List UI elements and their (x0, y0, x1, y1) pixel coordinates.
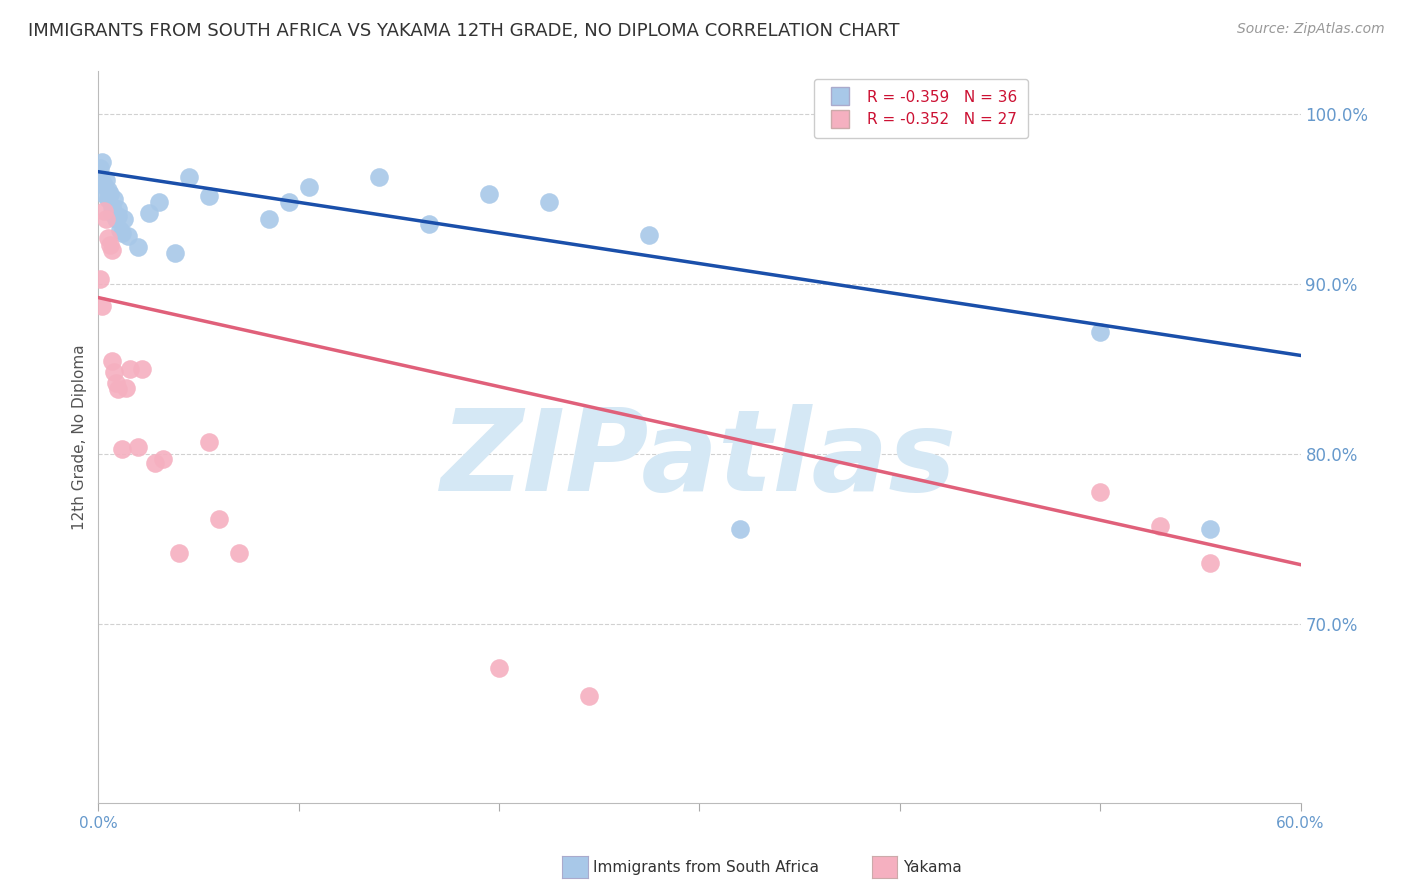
Legend: R = -0.359   N = 36, R = -0.352   N = 27: R = -0.359 N = 36, R = -0.352 N = 27 (814, 79, 1028, 138)
Point (117, 229, 139, 244)
Point (101, 243, 124, 257)
Point (107, 383, 129, 397)
Point (110, 222, 132, 236)
Point (177, 169, 200, 184)
Point (96, 173, 118, 187)
Point (131, 362, 153, 376)
Point (148, 195, 170, 210)
Point (1199, 556, 1222, 570)
Point (100, 238, 122, 252)
Point (91, 299, 114, 313)
Point (128, 239, 150, 253)
Point (418, 218, 440, 232)
Point (228, 546, 250, 560)
Y-axis label: 12th Grade, No Diploma: 12th Grade, No Diploma (72, 344, 87, 530)
Point (197, 435, 219, 450)
Point (257, 212, 280, 227)
Point (103, 192, 125, 206)
Point (107, 202, 129, 216)
Point (638, 227, 661, 242)
Point (152, 452, 174, 467)
Point (197, 188, 219, 202)
Point (163, 246, 186, 260)
Point (120, 362, 142, 376)
Point (111, 226, 134, 240)
Point (138, 205, 160, 219)
Point (111, 442, 134, 456)
Text: ZIPatlas: ZIPatlas (441, 403, 957, 515)
Point (368, 169, 391, 184)
Point (167, 546, 190, 560)
Point (97, 231, 120, 245)
Text: Immigrants from South Africa: Immigrants from South Africa (593, 860, 820, 874)
Text: Yakama: Yakama (903, 860, 962, 874)
Point (488, 661, 510, 675)
Point (93, 178, 115, 193)
Point (298, 180, 321, 194)
Point (91, 175, 114, 189)
Point (97, 192, 120, 206)
Point (101, 205, 124, 219)
Point (478, 186, 501, 201)
Point (277, 195, 299, 210)
Text: IMMIGRANTS FROM SOUTH AFRICA VS YAKAMA 12TH GRADE, NO DIPLOMA CORRELATION CHART: IMMIGRANTS FROM SOUTH AFRICA VS YAKAMA 1… (28, 22, 900, 40)
Point (1088, 325, 1111, 339)
Point (114, 212, 136, 227)
Point (105, 212, 128, 227)
Point (93, 186, 115, 201)
Point (96, 212, 118, 227)
Point (143, 456, 166, 470)
Point (578, 689, 600, 703)
Point (89, 272, 111, 286)
Point (89, 161, 111, 176)
Point (1199, 522, 1222, 536)
Point (103, 366, 125, 380)
Point (93, 203, 115, 218)
Point (128, 440, 150, 454)
Point (538, 195, 561, 210)
Point (107, 209, 129, 223)
Point (728, 522, 751, 536)
Point (208, 512, 231, 526)
Point (1149, 518, 1171, 533)
Point (115, 381, 138, 395)
Point (97, 183, 120, 197)
Point (1088, 484, 1111, 499)
Point (105, 376, 128, 390)
Point (91, 154, 114, 169)
Point (101, 353, 124, 368)
Point (100, 186, 122, 201)
Point (101, 201, 124, 215)
Text: Source: ZipAtlas.com: Source: ZipAtlas.com (1237, 22, 1385, 37)
